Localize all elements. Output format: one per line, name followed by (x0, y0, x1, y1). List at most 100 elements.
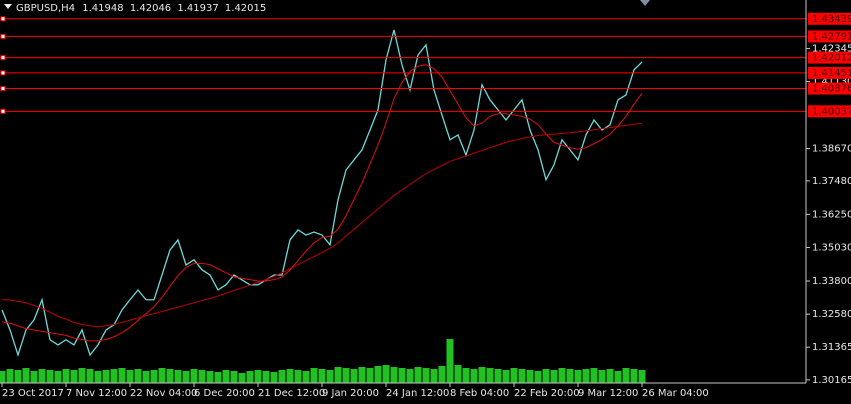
y-tick-label: 1.36250 (812, 209, 851, 220)
header-text: GBPUSD,H4 1.41948 1.42046 1.41937 1.4201… (16, 3, 266, 14)
volume-bar (366, 368, 374, 383)
volume-bar (486, 368, 494, 383)
volume-bar (102, 370, 110, 383)
x-tick-label: 9 Mar 12:00 (578, 388, 638, 399)
level-box (808, 12, 851, 25)
x-tick-label: 7 Nov 12:00 (66, 388, 127, 399)
level-label: 1.40037 (812, 106, 851, 117)
volume-bar (182, 371, 190, 383)
volume-bar (46, 370, 54, 383)
volume-bar (358, 367, 366, 383)
volume-bar (478, 367, 486, 383)
x-tick-label: 6 Dec 20:00 (194, 388, 255, 399)
volume-bar (550, 370, 558, 383)
volume-bar (558, 368, 566, 383)
volume-bar (270, 372, 278, 383)
volume-bar (334, 367, 342, 383)
volume-bar (342, 368, 350, 383)
volume-bar (214, 372, 222, 383)
volume-bar (582, 369, 590, 383)
header-arrow (4, 4, 12, 9)
y-tick-label: 1.41130 (812, 77, 851, 88)
volume-bar (534, 371, 542, 383)
volume-bar (462, 368, 470, 383)
moving-average (1, 64, 643, 342)
volume-bar (302, 371, 310, 383)
y-tick-label: 1.42345 (812, 44, 851, 55)
volume-bar (38, 369, 46, 383)
volume-bar (206, 371, 214, 383)
volume-bar (590, 368, 598, 383)
level-anchor (0, 70, 6, 76)
level-anchor (0, 108, 6, 114)
volume-bar (230, 371, 238, 383)
volume-bar (6, 369, 14, 383)
volume-bar (278, 370, 286, 383)
volume-bar (150, 370, 158, 383)
volume-bar (438, 366, 446, 383)
volume-bar (638, 370, 646, 383)
level-label: 1.42012 (812, 53, 851, 64)
x-tick-label: 26 Mar 04:00 (642, 388, 709, 399)
volume-bar (622, 368, 630, 383)
volume-bar (390, 367, 398, 383)
x-tick-label: 9 Jan 20:00 (322, 388, 379, 399)
volume-bar (262, 371, 270, 383)
y-tick-label: 1.30165 (812, 375, 851, 386)
volume-bar (510, 368, 518, 383)
x-tick-label: 21 Dec 12:00 (258, 388, 325, 399)
volume-bar (62, 369, 70, 383)
x-tick-label: 8 Feb 04:00 (450, 388, 509, 399)
volume-bar (22, 368, 30, 383)
volume-bar (158, 368, 166, 383)
volume-bar (518, 369, 526, 383)
volume-bar (134, 369, 142, 383)
price-line (1, 29, 643, 358)
volume-bar (286, 369, 294, 383)
volume-bar (254, 370, 262, 383)
volume-bar (118, 368, 126, 383)
volume-bar (0, 371, 6, 383)
volume-bar (606, 369, 614, 383)
level-label: 1.43439 (812, 14, 851, 25)
volume-bar (110, 369, 118, 383)
volume-bar (598, 370, 606, 383)
level-box (808, 51, 851, 64)
volume-bar (446, 339, 454, 383)
volume-bar (94, 371, 102, 383)
volume-bar (166, 369, 174, 383)
volume-bar (190, 369, 198, 383)
volume-bar (126, 370, 134, 383)
volume-bar (318, 369, 326, 383)
volume-bar (246, 371, 254, 383)
volume-bar (422, 368, 430, 383)
y-tick-label: 1.32580 (812, 309, 851, 320)
volume-bar (454, 365, 462, 383)
volume-bar (70, 370, 78, 383)
volume-bar (494, 369, 502, 383)
close: 1.42015 (225, 3, 266, 14)
y-tick-label: 1.38670 (812, 144, 851, 155)
volume-bar (374, 366, 382, 383)
level-label: 1.40876 (812, 84, 851, 95)
volume-bar (198, 370, 206, 383)
volume-bar (174, 370, 182, 383)
volume-bar (86, 369, 94, 383)
volume-bar (382, 365, 390, 383)
volume-bar (78, 368, 86, 383)
volume-bar (14, 370, 22, 383)
volume-bar (238, 373, 246, 383)
volume-bar (542, 369, 550, 383)
volume-bar (294, 370, 302, 383)
volume-bar (398, 368, 406, 383)
level-box (808, 105, 851, 118)
x-tick-label: 22 Nov 04:00 (130, 388, 197, 399)
y-tick-label: 1.35030 (812, 243, 851, 254)
volume-bar (310, 368, 318, 383)
x-tick-label: 24 Jan 12:00 (386, 388, 449, 399)
volume-bar (430, 369, 438, 383)
level-box (808, 66, 851, 79)
volume-bar (406, 369, 414, 383)
